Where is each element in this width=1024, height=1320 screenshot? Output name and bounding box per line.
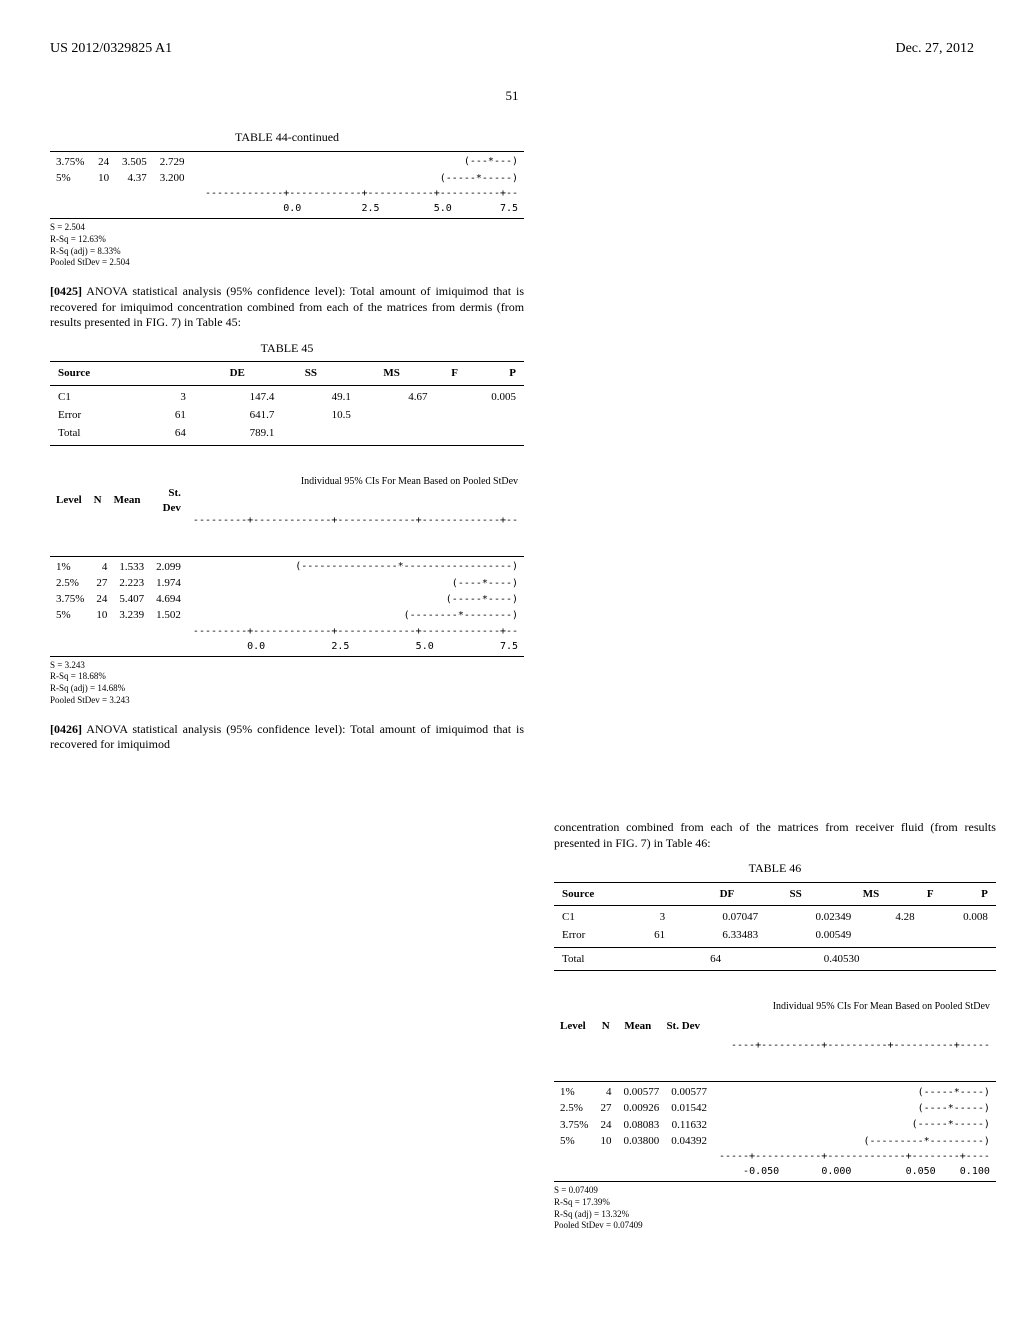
table-44-continued: TABLE 44-continued 3.75% 24 3.505 2.729 … <box>50 130 524 269</box>
table-45-footnote: S = 3.243 R-Sq = 18.68% R-Sq (adj) = 14.… <box>50 660 524 707</box>
table-title: TABLE 45 <box>50 341 524 357</box>
table-row: C1 3 147.4 49.1 4.67 0.005 <box>50 388 524 406</box>
table-46-ci-body: 1% 4 0.00577 0.00577 (-----*----) 2.5% 2… <box>554 1084 996 1179</box>
paragraph-text: ANOVA statistical analysis (95% confiden… <box>50 284 524 329</box>
paragraph-number: [0425] <box>50 284 82 298</box>
table-45-anova: Source DE SS MS F P <box>50 364 524 382</box>
axis-label-row: 0.0 2.5 5.0 7.5 <box>50 639 524 654</box>
paragraph-0426-right: concentration combined from each of the … <box>554 820 996 851</box>
table-header-row: Source DE SS MS F P <box>50 364 524 382</box>
axis-label-row: 0.0 2.5 5.0 7.5 <box>50 201 524 216</box>
paragraph-0425: [0425] ANOVA statistical analysis (95% c… <box>50 284 524 331</box>
table-row: 3.75% 24 3.505 2.729 (---*---) <box>50 154 524 170</box>
paragraph-text: concentration combined from each of the … <box>554 820 996 850</box>
table-row: 1% 4 1.533 2.099 (----------------*-----… <box>50 559 524 575</box>
axis-rule-row: -------------+------------+-----------+-… <box>50 186 524 201</box>
table-46: TABLE 46 Source DF SS MS F P C1 3 0.0704… <box>554 861 996 1232</box>
table-row: 2.5% 27 2.223 1.974 (----*----) <box>50 575 524 591</box>
table-row: 3.75% 24 0.08083 0.11632 (-----*-----) <box>554 1117 996 1133</box>
table-45-ci: Level N Mean St. Dev Individual 95% CIs … <box>50 448 524 554</box>
table-46-ci-header: Level N Mean St. Dev Individual 95% CIs … <box>554 973 996 1079</box>
paragraph-number: [0426] <box>50 722 82 736</box>
paragraph-text: ANOVA statistical analysis (95% confiden… <box>50 722 524 752</box>
table-row: 2.5% 27 0.00926 0.01542 (----*-----) <box>554 1100 996 1116</box>
publication-number: US 2012/0329825 A1 <box>50 40 172 58</box>
publication-date: Dec. 27, 2012 <box>895 40 974 58</box>
table-46-anova-header: Source DF SS MS F P <box>554 885 996 903</box>
table-row: C1 3 0.07047 0.02349 4.28 0.008 <box>554 908 996 926</box>
table-header-row: Source DF SS MS F P <box>554 885 996 903</box>
left-column: TABLE 44-continued 3.75% 24 3.505 2.729 … <box>50 130 524 1247</box>
table-row: Error 61 6.33483 0.00549 <box>554 926 996 944</box>
table-44-footnote: S = 2.504 R-Sq = 12.63% R-Sq (adj) = 8.3… <box>50 222 524 269</box>
table-row: 5% 10 0.03800 0.04392 (---------*-------… <box>554 1133 996 1149</box>
table-45-anova-body: C1 3 147.4 49.1 4.67 0.005 Error 61 641.… <box>50 388 524 443</box>
table-row: 1% 4 0.00577 0.00577 (-----*----) <box>554 1084 996 1100</box>
table-46-anova-total: Total 64 0.40530 <box>554 950 996 968</box>
table-46-footnote: S = 0.07409 R-Sq = 17.39% R-Sq (adj) = 1… <box>554 1185 996 1232</box>
table-row: Total 64 789.1 <box>50 424 524 442</box>
axis-rule-row: -----+-----------+-------------+--------… <box>554 1149 996 1164</box>
table-row: 5% 10 4.37 3.200 (-----*-----) <box>50 170 524 186</box>
table-row: Error 61 641.7 10.5 <box>50 406 524 424</box>
table-row: Total 64 0.40530 <box>554 950 996 968</box>
table-row: 5% 10 3.239 1.502 (--------*--------) <box>50 607 524 623</box>
axis-rule-row: ---------+-------------+-------------+--… <box>50 624 524 639</box>
paragraph-0426-left: [0426] ANOVA statistical analysis (95% c… <box>50 722 524 753</box>
page-header: US 2012/0329825 A1 Dec. 27, 2012 <box>50 40 974 58</box>
table-row: 3.75% 24 5.407 4.694 (-----*----) <box>50 591 524 607</box>
table-45: TABLE 45 Source DE SS MS F P C1 3 147.4 <box>50 341 524 707</box>
right-column: concentration combined from each of the … <box>554 130 996 1247</box>
axis-label-row: -0.050 0.000 0.050 0.100 <box>554 1164 996 1179</box>
table-title: TABLE 44-continued <box>50 130 524 146</box>
ci-header-row: Level N Mean St. Dev Individual 95% CIs … <box>50 448 524 554</box>
page-number: 51 <box>50 88 974 105</box>
table-title: TABLE 46 <box>554 861 996 877</box>
table-44-ci-rows: 3.75% 24 3.505 2.729 (---*---) 5% 10 4.3… <box>50 154 524 217</box>
table-45-ci-body: 1% 4 1.533 2.099 (----------------*-----… <box>50 559 524 654</box>
ci-header-label: Individual 95% CIs For Mean Based on Poo… <box>712 1000 990 1013</box>
ci-header-label: Individual 95% CIs For Mean Based on Poo… <box>193 475 518 488</box>
table-46-anova-body: C1 3 0.07047 0.02349 4.28 0.008 Error 61… <box>554 908 996 945</box>
ci-header-row: Level N Mean St. Dev Individual 95% CIs … <box>554 973 996 1079</box>
